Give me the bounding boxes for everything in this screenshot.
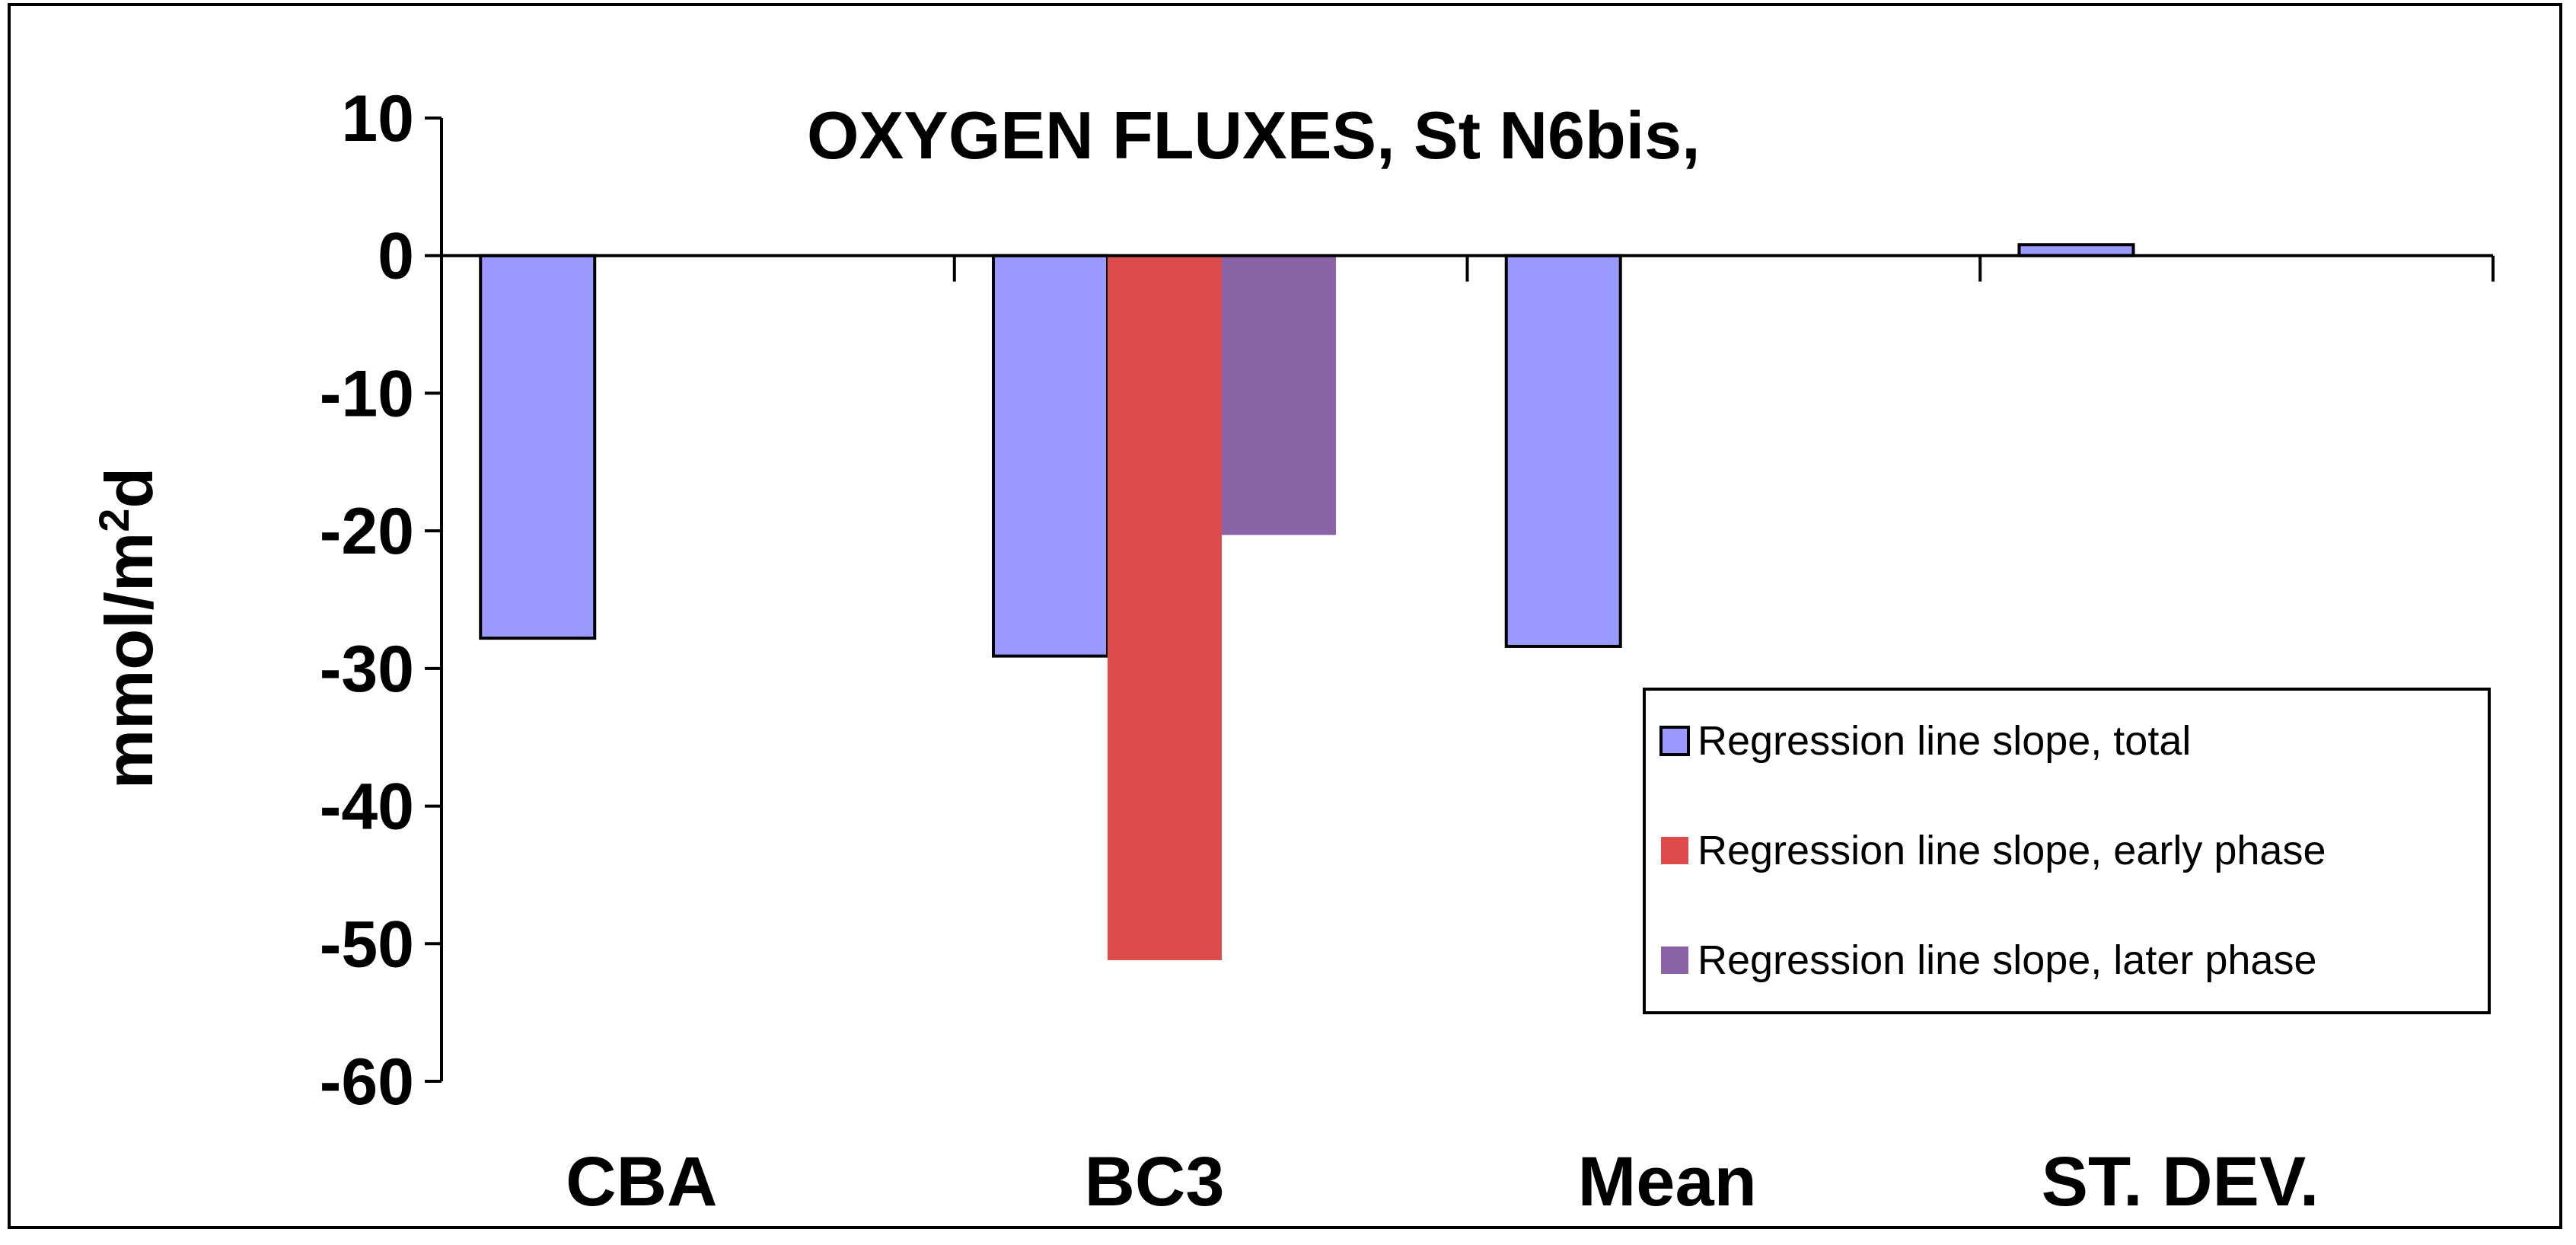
- legend-swatch: [1661, 947, 1688, 974]
- y-tick-label: -40: [320, 771, 414, 844]
- x-category-label: BC3: [1084, 1143, 1224, 1221]
- y-tick-label: 0: [378, 220, 414, 293]
- legend-box: [1643, 688, 2491, 1014]
- x-category-label: Mean: [1578, 1143, 1757, 1221]
- y-tick-label: -20: [320, 495, 414, 568]
- chart-title: OXYGEN FLUXES, St N6bis,: [807, 97, 1701, 173]
- bar-total-st-dev-: [2017, 243, 2135, 257]
- bar-total-cba: [479, 254, 597, 640]
- bar-later-phase-bc3: [1221, 255, 1336, 535]
- x-category-label: ST. DEV.: [2042, 1143, 2319, 1221]
- y-axis-label: mmol/m2d: [90, 468, 167, 789]
- y-tick-label: -60: [320, 1045, 414, 1119]
- legend-swatch: [1661, 837, 1688, 864]
- legend: Regression line slope, total Regression l…: [1643, 688, 2491, 1014]
- y-tick-label: 10: [341, 82, 414, 155]
- legend-entry: Regression line slope, later phase: [1698, 937, 2316, 983]
- legend-swatch: [1659, 726, 1690, 756]
- legend-entry: Regression line slope, total: [1698, 718, 2191, 764]
- y-tick-label: -30: [320, 633, 414, 706]
- y-tick-label: -50: [320, 908, 414, 981]
- chart-frame: [8, 3, 2562, 1229]
- bar-total-mean: [1504, 254, 1622, 648]
- y-tick-label: -10: [320, 357, 414, 430]
- x-category-label: CBA: [566, 1143, 717, 1221]
- legend-entry: Regression line slope, early phase: [1698, 828, 2326, 873]
- bar-early-phase-bc3: [1107, 255, 1222, 960]
- bar-total-bc3: [991, 254, 1109, 658]
- plot-area: 10 0 -10 -20 -30 -40 -50 -60 CBA BC3 Mean ST. DEV.: [320, 82, 2495, 1221]
